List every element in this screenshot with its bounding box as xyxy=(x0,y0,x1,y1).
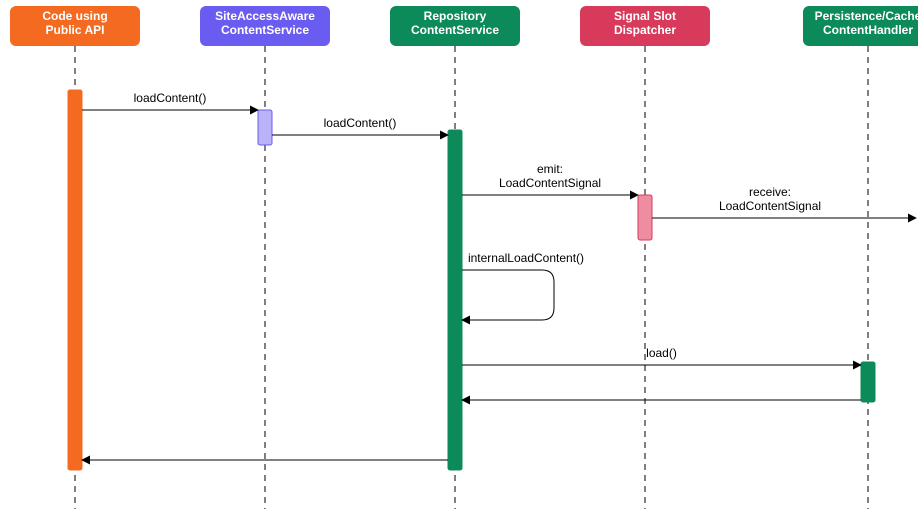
activation-p4-4 xyxy=(861,362,875,402)
participant-label-p1: SiteAccessAwareContentService xyxy=(215,9,315,37)
activation-p3-3 xyxy=(638,195,652,240)
participant-label-p2: RepositoryContentService xyxy=(411,9,499,37)
message-label-5: load() xyxy=(646,346,677,360)
message-label-3: receive:LoadContentSignal xyxy=(719,185,821,213)
activation-p0-0 xyxy=(68,90,82,470)
participant-label-p0: Code usingPublic API xyxy=(42,9,107,37)
message-label-1: loadContent() xyxy=(324,116,397,130)
participant-label-p4: Persistence/CacheContentHandler xyxy=(815,9,918,37)
activation-p1-1 xyxy=(258,110,272,145)
message-label-0: loadContent() xyxy=(134,91,207,105)
sequence-diagram: Code usingPublic API SiteAccessAwareConte… xyxy=(0,0,918,509)
participant-label-p3: Signal SlotDispatcher xyxy=(614,9,676,37)
activation-p2-2 xyxy=(448,130,462,470)
message-label-4: internalLoadContent() xyxy=(468,251,584,265)
message-label-2: emit:LoadContentSignal xyxy=(499,162,601,190)
message-arrow-4 xyxy=(462,270,554,320)
